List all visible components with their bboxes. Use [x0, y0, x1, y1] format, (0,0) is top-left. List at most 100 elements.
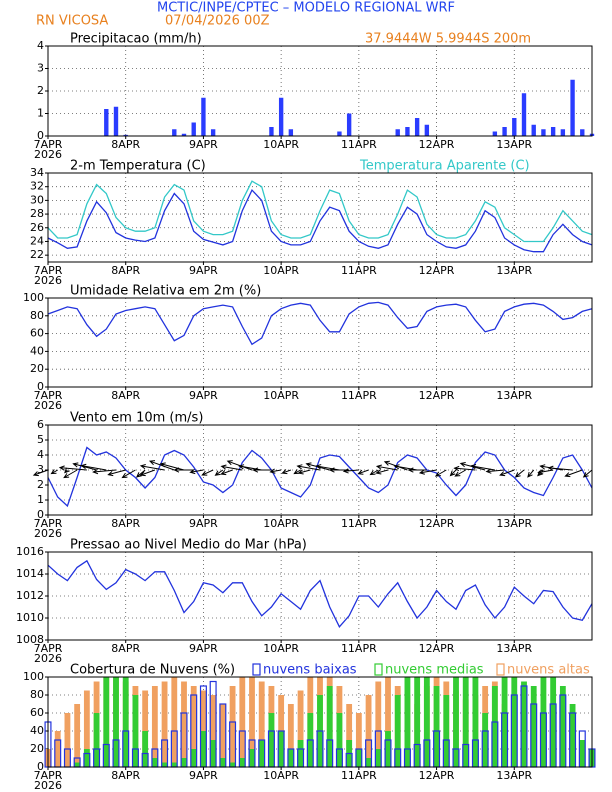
bar [64, 713, 71, 767]
plot-frame [48, 298, 592, 387]
page-title: MCTIC/INPE/CPTEC – MODELO REGIONAL WRF [157, 1, 455, 16]
wind-arrow [64, 467, 70, 474]
wind-arrow [449, 469, 457, 477]
bar [103, 677, 110, 767]
x-tick-label: 12APR [419, 264, 455, 277]
bar [181, 133, 187, 136]
wind-arrow [189, 468, 204, 475]
bar [229, 762, 236, 767]
wind-arrow [297, 469, 311, 475]
bar [521, 681, 527, 767]
bar [337, 131, 342, 136]
bar [151, 686, 158, 767]
x-tick-label: 10APR [263, 264, 299, 277]
bar [249, 749, 255, 767]
bar [365, 695, 372, 767]
wind-arrow [434, 469, 447, 477]
wind-arrow [375, 469, 389, 475]
x-tick-label: 11APR [341, 642, 377, 655]
x-tick-label: 7APR [34, 138, 63, 151]
bar [122, 677, 129, 767]
bar [113, 677, 119, 767]
y-tick-label: 34 [30, 166, 44, 179]
wind-arrow [564, 469, 583, 478]
y-tick-label: 6 [37, 418, 44, 431]
bar [385, 731, 391, 767]
x-tick-label: 11APR [341, 138, 377, 151]
y-tick-label: 20 [30, 742, 44, 755]
x-tick-label: 10APR [263, 769, 299, 782]
line [47, 301, 593, 346]
x-tick-label: 8APR [111, 642, 140, 655]
bar [268, 713, 275, 767]
bar [530, 686, 537, 767]
bar [258, 740, 265, 767]
x-tick-label: 8APR [111, 769, 140, 782]
legend-label: nuvens altas [507, 663, 590, 678]
year-label: 2026 [34, 148, 62, 161]
wind-arrow [220, 469, 233, 476]
bar [453, 677, 459, 767]
x-tick-label: 13APR [496, 389, 532, 402]
bar [462, 677, 469, 767]
wind-arrow [72, 462, 97, 471]
x-tick-label: 12APR [419, 769, 455, 782]
bar [472, 677, 479, 767]
x-tick-label: 8APR [111, 138, 140, 151]
panel-title: Precipitacao (mm/h) [70, 32, 202, 47]
y-tick-label: 5 [37, 433, 44, 446]
bar [355, 713, 362, 767]
bar [132, 695, 139, 767]
bar [297, 690, 304, 767]
year-label: 2026 [34, 652, 62, 665]
wind-arrow [159, 462, 185, 471]
y-tick-label: 4 [37, 448, 44, 461]
bar [190, 749, 197, 767]
y-tick-label: 0 [37, 380, 44, 393]
wind-arrow [173, 467, 194, 473]
panel-title: Cobertura de Nuvens (%) [70, 663, 235, 678]
wind-arrow [50, 469, 58, 475]
wind-arrow [454, 469, 466, 477]
y-tick-label: 30 [30, 193, 44, 206]
x-tick-label: 9APR [189, 138, 218, 151]
bar [210, 740, 217, 767]
bar [297, 740, 304, 767]
wind-arrow [418, 469, 437, 475]
wind-arrow [453, 465, 476, 472]
line [47, 188, 593, 253]
bar [288, 129, 294, 136]
wind-arrow [357, 469, 369, 475]
bar [521, 93, 527, 136]
bar [200, 731, 207, 767]
y-tick-label: 20 [30, 362, 44, 375]
bar [414, 118, 420, 136]
y-tick-label: 32 [30, 180, 44, 193]
panel-title: 2-m Temperatura (C) [70, 159, 206, 174]
bar [278, 731, 285, 767]
wind-arrow [296, 464, 321, 471]
bar [287, 704, 294, 767]
bar [171, 677, 178, 767]
bar [287, 749, 294, 767]
wind-arrow [58, 465, 87, 471]
plot-frame [48, 173, 592, 262]
bar [433, 686, 440, 767]
wind-arrow [582, 469, 593, 478]
wind-arrow [514, 469, 525, 478]
wind-arrow [369, 469, 379, 476]
bar [172, 129, 177, 136]
y-tick-label: 1010 [16, 611, 44, 624]
plot-border [47, 424, 593, 516]
bar [113, 106, 119, 136]
bar [512, 118, 517, 136]
bar [219, 704, 226, 767]
y-tick-label: 60 [30, 327, 44, 340]
y-tick-label: 2 [37, 478, 44, 491]
y-tick-label: 26 [30, 221, 44, 234]
bar [492, 131, 498, 136]
y-tick-label: 80 [30, 688, 44, 701]
bar [375, 681, 382, 767]
bar [385, 677, 391, 767]
